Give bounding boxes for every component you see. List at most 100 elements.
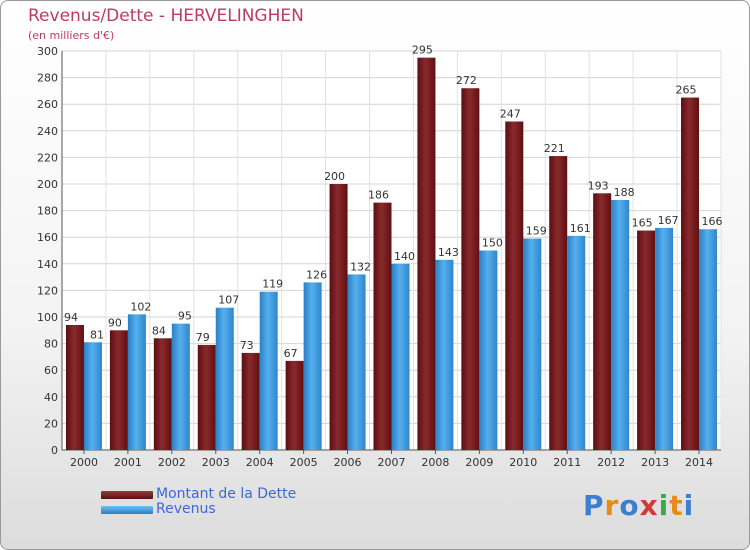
- data-label-revenue: 143: [438, 246, 459, 259]
- bar-debt: [637, 230, 656, 450]
- logo-letter: r: [604, 489, 620, 522]
- bar-revenue: [655, 227, 674, 450]
- data-label-revenue: 126: [306, 268, 327, 281]
- y-tick-label: 260: [37, 98, 58, 111]
- bar-revenue: [215, 307, 234, 450]
- logo-letter: i: [658, 489, 670, 522]
- data-label-revenue: 132: [350, 260, 371, 273]
- x-tick-label: 2004: [246, 456, 274, 469]
- bar-debt: [285, 360, 304, 450]
- y-tick-label: 120: [37, 284, 58, 297]
- bar-revenue: [479, 250, 498, 450]
- bar-debt: [65, 324, 84, 450]
- bar-revenue: [83, 342, 102, 450]
- data-label-debt: 247: [500, 107, 521, 120]
- logo-letter: i: [683, 489, 695, 522]
- logo-letter: t: [669, 489, 684, 522]
- x-tick-label: 2001: [114, 456, 142, 469]
- bar-revenue: [171, 323, 190, 450]
- x-tick-label: 2013: [641, 456, 669, 469]
- data-label-revenue: 188: [614, 186, 635, 199]
- data-label-revenue: 166: [702, 215, 723, 228]
- y-tick-label: 240: [37, 125, 58, 138]
- x-tick-label: 2002: [158, 456, 186, 469]
- data-label-debt: 165: [632, 217, 653, 230]
- bar-debt: [373, 202, 392, 450]
- data-label-revenue: 150: [482, 237, 503, 250]
- y-tick-label: 280: [37, 72, 58, 85]
- bar-revenue: [611, 199, 630, 450]
- bar-debt: [461, 88, 480, 451]
- data-label-debt: 94: [64, 311, 78, 324]
- x-tick-label: 2005: [290, 456, 318, 469]
- x-tick-label: 2012: [597, 456, 625, 469]
- logo-letter: o: [619, 489, 640, 522]
- bar-debt: [329, 184, 348, 450]
- data-label-revenue: 102: [130, 300, 151, 313]
- chart-subtitle: (en milliers d'€): [28, 29, 115, 42]
- y-tick-label: 180: [37, 205, 58, 218]
- y-tick-label: 20: [44, 417, 58, 430]
- data-label-revenue: 140: [394, 250, 415, 263]
- bar-debt: [417, 57, 436, 451]
- x-tick-label: 2014: [685, 456, 713, 469]
- data-label-debt: 200: [324, 170, 345, 183]
- data-label-debt: 265: [676, 84, 697, 97]
- data-label-revenue: 119: [262, 278, 283, 291]
- data-label-revenue: 167: [658, 214, 679, 227]
- bar-debt: [109, 330, 128, 450]
- legend-label-debt: Montant de la Dette: [156, 486, 297, 502]
- x-tick-label: 2010: [509, 456, 537, 469]
- bar-debt: [681, 97, 700, 451]
- y-tick-label: 40: [44, 391, 58, 404]
- data-label-debt: 272: [456, 74, 477, 87]
- bar-revenue: [699, 229, 718, 450]
- x-tick-label: 2006: [334, 456, 362, 469]
- y-tick-label: 160: [37, 231, 58, 244]
- bar-revenue: [127, 314, 146, 450]
- data-label-debt: 73: [240, 339, 254, 352]
- x-tick-label: 2003: [202, 456, 230, 469]
- bar-debt: [153, 338, 172, 450]
- data-label-revenue: 107: [218, 294, 239, 307]
- bar-debt: [549, 156, 568, 450]
- data-label-debt: 295: [412, 44, 433, 57]
- bar-revenue: [567, 235, 586, 450]
- bar-revenue: [391, 263, 410, 450]
- y-tick-label: 200: [37, 178, 58, 191]
- data-label-debt: 221: [544, 142, 565, 155]
- data-label-debt: 84: [152, 324, 166, 337]
- data-label-debt: 90: [108, 316, 122, 329]
- y-tick-label: 0: [51, 444, 58, 457]
- y-tick-label: 140: [37, 258, 58, 271]
- data-label-revenue: 161: [570, 222, 591, 235]
- y-tick-label: 60: [44, 364, 58, 377]
- data-label-revenue: 95: [178, 310, 192, 323]
- bar-debt: [197, 344, 216, 450]
- bar-revenue: [347, 274, 366, 450]
- bar-debt: [593, 193, 612, 450]
- legend-swatch-revenue: [101, 506, 153, 514]
- logo-letter: P: [583, 489, 605, 522]
- data-label-debt: 193: [588, 179, 609, 192]
- y-tick-label: 100: [37, 311, 58, 324]
- data-label-debt: 79: [196, 331, 210, 344]
- data-label-debt: 67: [284, 347, 298, 360]
- x-tick-label: 2007: [378, 456, 406, 469]
- x-tick-label: 2000: [70, 456, 98, 469]
- x-tick-label: 2009: [465, 456, 493, 469]
- y-tick-label: 220: [37, 151, 58, 164]
- y-tick-label: 80: [44, 338, 58, 351]
- proxiti-logo: Proxiti: [583, 489, 694, 522]
- data-label-debt: 186: [368, 189, 389, 202]
- logo-letter: x: [639, 489, 659, 522]
- bar-debt: [241, 352, 260, 450]
- x-tick-label: 2008: [421, 456, 449, 469]
- chart-title: Revenus/Dette - HERVELINGHEN: [28, 6, 304, 26]
- x-tick-label: 2011: [553, 456, 581, 469]
- data-label-revenue: 81: [90, 328, 104, 341]
- bar-revenue: [259, 291, 278, 450]
